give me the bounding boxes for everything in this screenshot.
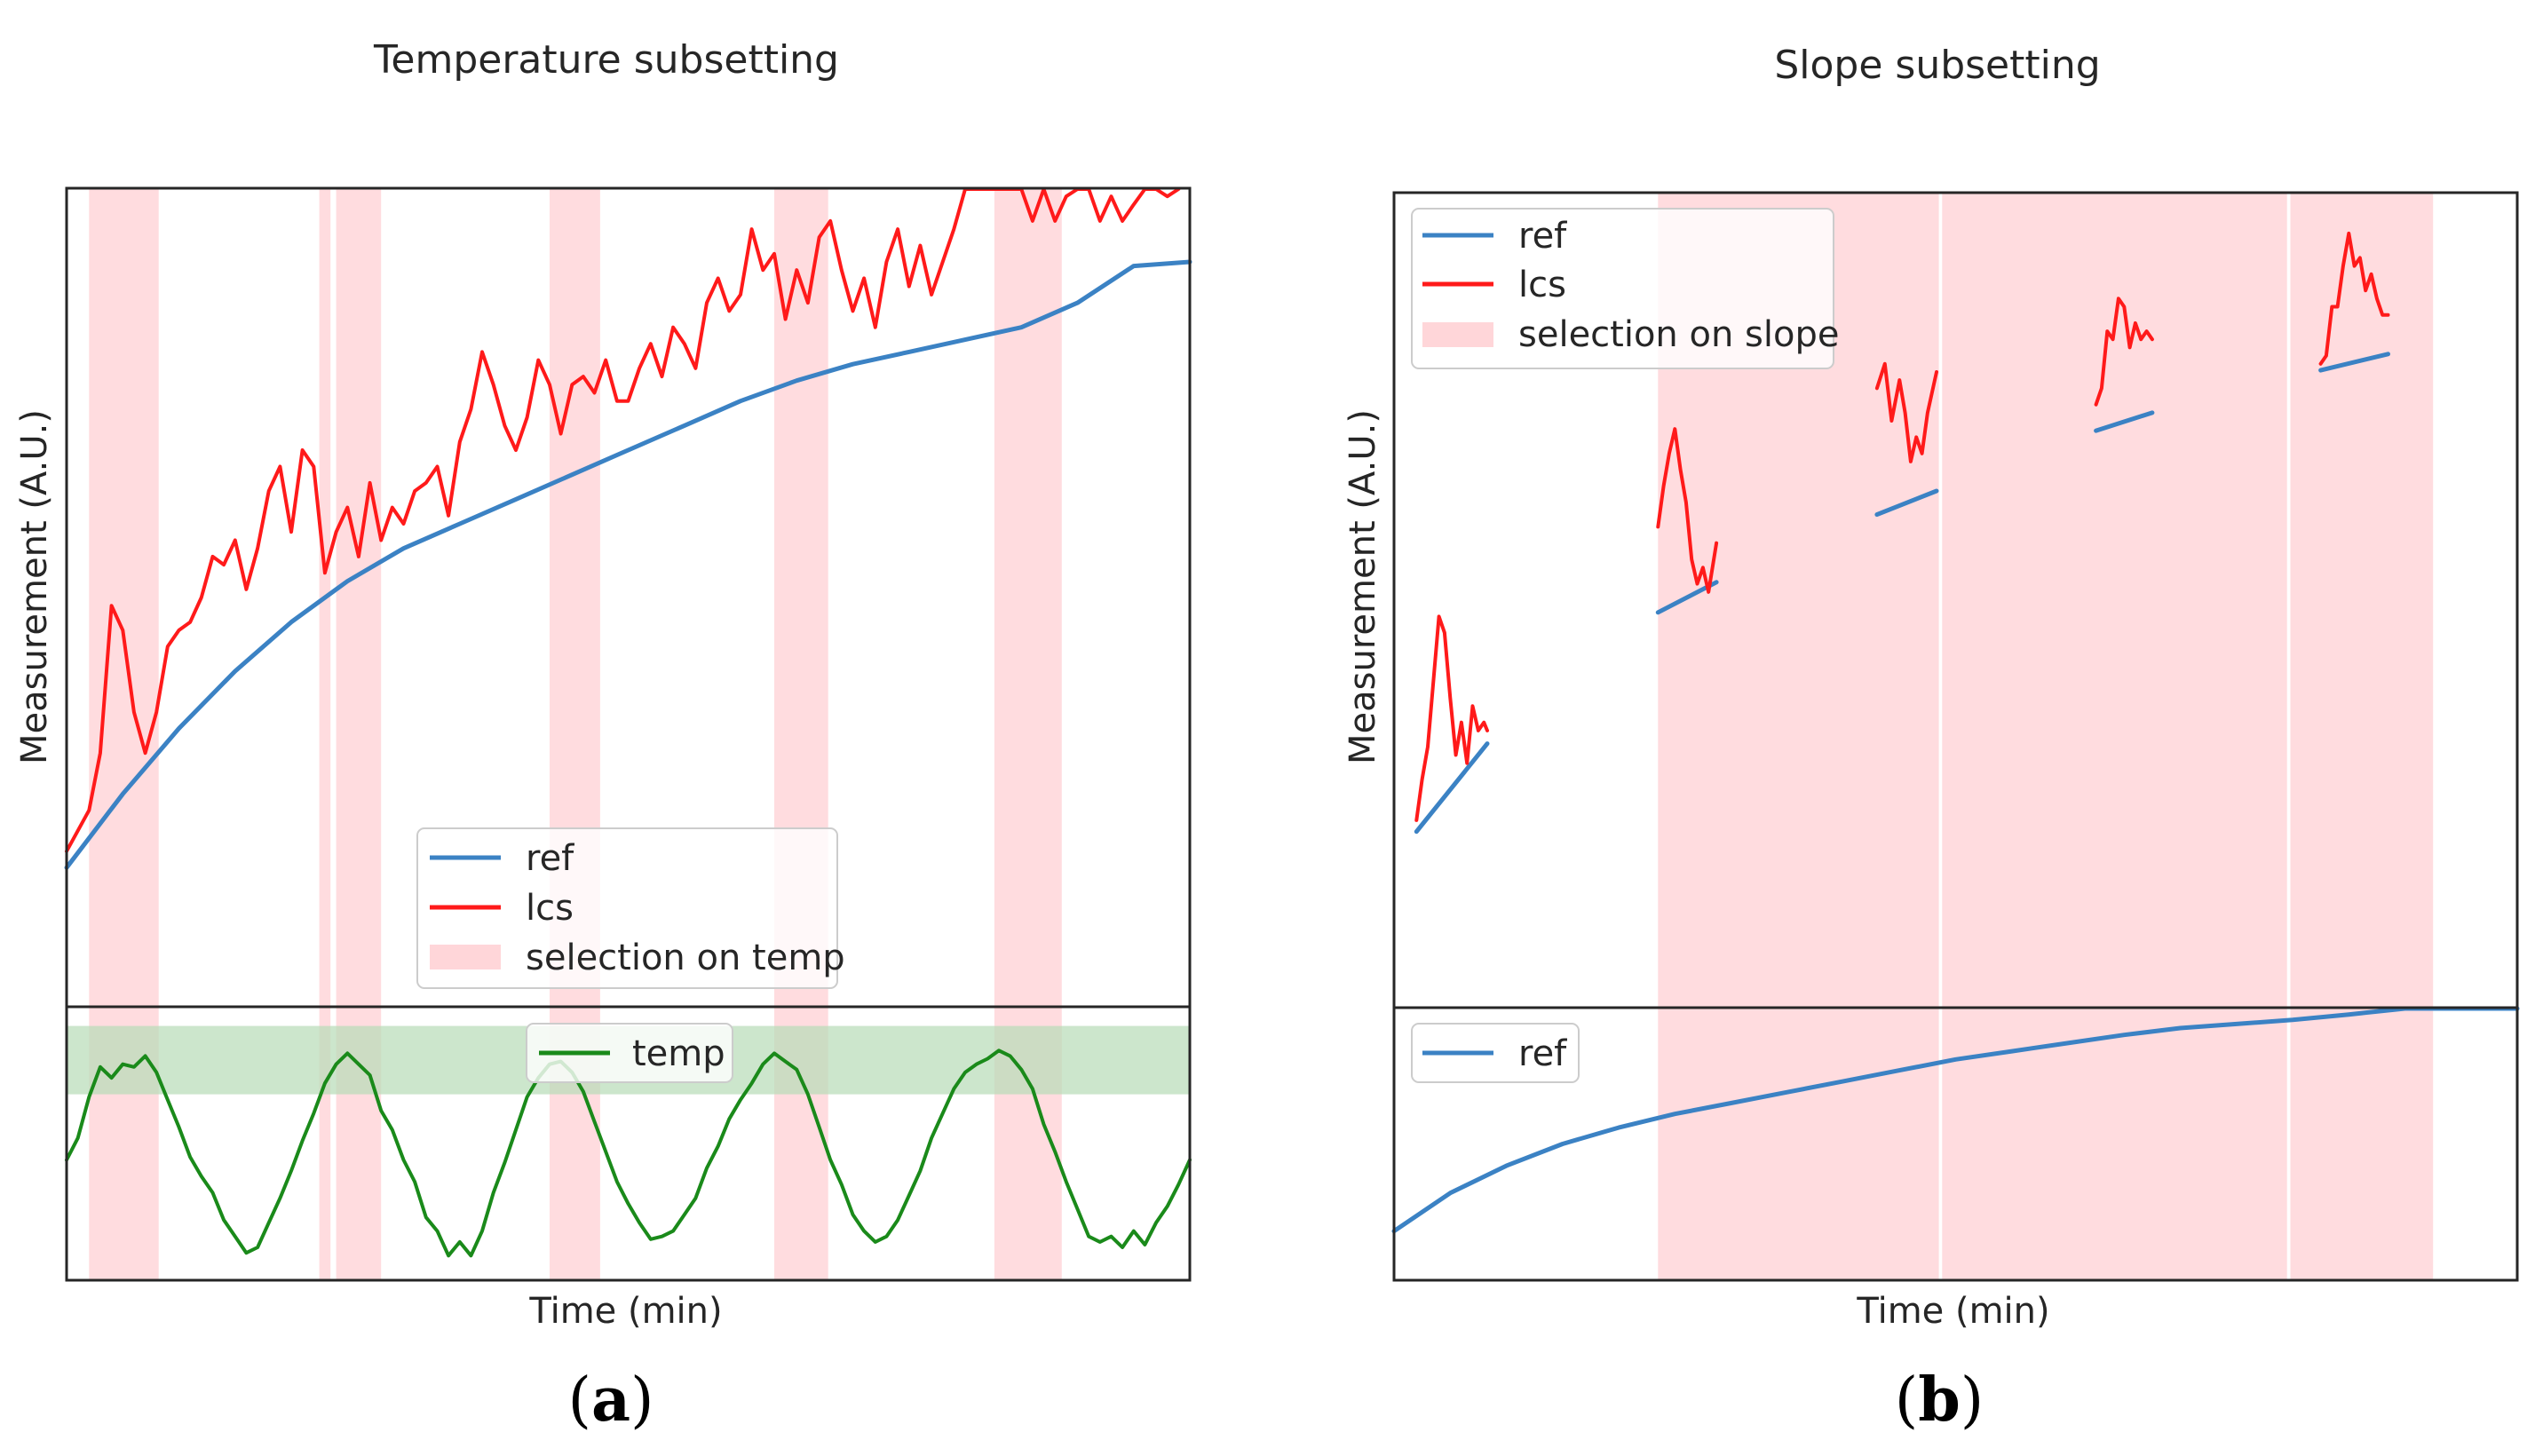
legend-label-lcs: lcs [526,888,574,929]
legend-label-temp: temp [632,1033,725,1074]
series-line-temp [65,1048,1192,1258]
series-line-lcs-segment-1 [1414,614,1489,822]
panel-b-bottom-frame [1392,1006,2519,1282]
panel-b-bottom-legend: ref [1411,1023,1580,1083]
caption-b-letter: b [1918,1365,1961,1436]
legend-patch-selection [430,945,501,969]
legend-label-selection: selection on temp [526,938,845,978]
panel-b-top-series [1414,231,2390,835]
panel-b-bottom-selections [1658,1008,2434,1280]
legend-label-ref: ref [526,838,574,879]
series-line-ref [64,259,1192,870]
panel-b-ylabel: Measurement (A.U.) [1343,409,1383,764]
panel-a-top-legend: ref lcs selection on temp [416,827,845,989]
panel-a-bottom-frame [65,1005,1192,1282]
panel-b-top-selection-span-3 [2290,193,2434,1008]
legend-patch-selection [1422,322,1493,347]
series-line-ref-segment-4 [2094,410,2155,433]
series-line-ref-segment-5 [2318,352,2390,373]
panel-b-bottom-selection-span-3 [2290,1008,2434,1280]
panel-b-bottom-selection-span-1 [1658,1008,1939,1280]
panel-b-bottom-legend-box [1411,1023,1580,1083]
panel-b-bottom-selection-span-2 [1942,1008,2287,1280]
series-line-ref-segment-3 [1874,488,1939,518]
panel-a-top-selection-span-6 [994,188,1062,1007]
series-line-lcs-segment-5 [2318,231,2390,366]
panel-b-xlabel: Time (min) [1856,1291,2049,1332]
panel-a-bottom-legend: temp [526,1023,733,1083]
series-line-ref [1391,1006,2520,1234]
panel-a-xlabel: Time (min) [528,1291,722,1332]
legend-label-selection: selection on slope [1518,314,1839,355]
series-line-lcs-segment-4 [2094,297,2154,407]
caption-a: (a) [567,1365,654,1436]
panel-a-title: Temperature subsetting [373,37,839,83]
panel-b-bottom-series [1391,1006,2520,1234]
series-line-lcs-segment-3 [1874,361,1938,463]
panel-a-bottom-legend-box [526,1023,733,1083]
caption-b: (b) [1895,1365,1984,1436]
series-line-ref-segment-1 [1414,741,1490,835]
panel-b-top-legend-box [1411,208,1834,369]
panel-b: Slope subsetting ref lcs selection on sl… [1343,43,2520,1332]
panel-a-ylabel: Measurement (A.U.) [14,409,55,764]
panel-a-bottom-series [65,1048,1192,1258]
panel-a-top-selection-span-3 [336,188,382,1007]
panel-a-top-legend-box [416,827,838,989]
series-line-lcs-segment-2 [1656,427,1719,594]
legend-label-lcs: lcs [1518,265,1566,305]
legend-label-ref: ref [1518,1033,1567,1074]
caption-a-letter: a [591,1365,630,1436]
panel-a-top-selection-span-1 [89,188,159,1007]
panel-a: Temperature subsetting ref lcs selection… [14,37,1192,1332]
panel-b-title: Slope subsetting [1774,43,2100,88]
legend-label-ref: ref [1518,216,1567,257]
panel-b-top-legend: ref lcs selection on slope [1411,208,1839,369]
